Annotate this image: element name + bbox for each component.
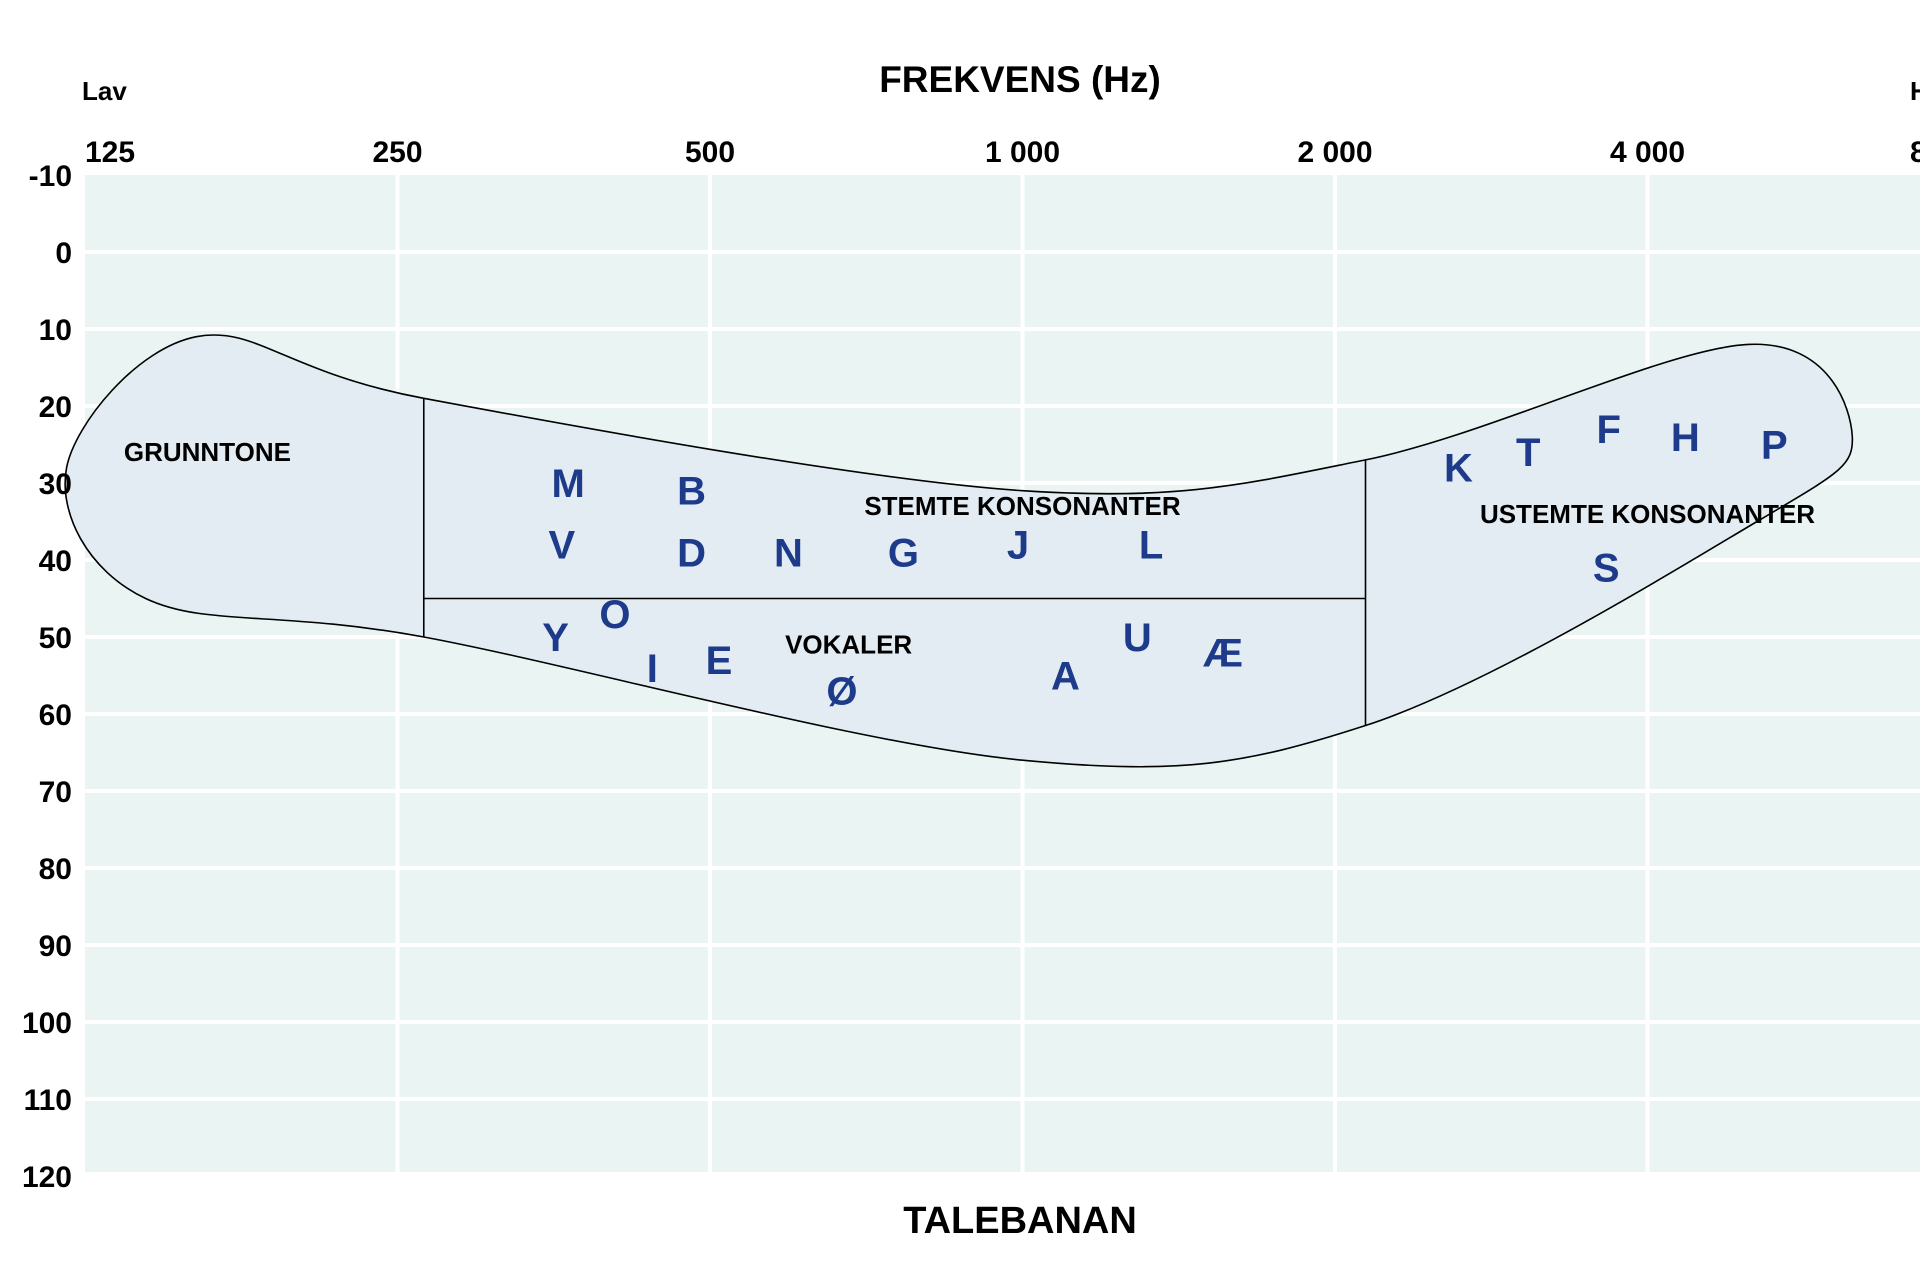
y-tick-label: 60 <box>39 699 72 732</box>
sound-letter: E <box>706 639 733 683</box>
y-tick-label: 50 <box>39 622 72 655</box>
y-tick-labels: -10 0 10 20 30 40 50 60 70 80 90 100 110 120 <box>22 160 72 1194</box>
x-tick-label: 500 <box>685 136 735 169</box>
chart-title: FREKVENS (Hz) <box>879 59 1161 100</box>
region-label: USTEMTE KONSONANTER <box>1480 499 1815 529</box>
y-tick-label: 90 <box>39 930 72 963</box>
chart-subtitle: TALEBANAN <box>903 1200 1137 1242</box>
y-tick-label: 30 <box>39 468 72 501</box>
speech-banana <box>64 334 1854 768</box>
region-label: GRUNNTONE <box>124 437 291 467</box>
sound-letter: H <box>1671 416 1700 460</box>
sound-letter: S <box>1593 547 1620 591</box>
sound-letter: Æ <box>1203 631 1243 675</box>
x-tick-labels: 125 250 500 1 000 2 000 4 000 8 <box>85 136 1920 169</box>
sound-letter: U <box>1123 616 1152 660</box>
region-label: VOKALER <box>785 630 912 660</box>
sound-letter: Y <box>542 616 569 660</box>
sound-letter: A <box>1051 655 1080 699</box>
sound-letter: K <box>1444 447 1473 491</box>
y-tick-label: 20 <box>39 391 72 424</box>
sound-letter: T <box>1516 431 1540 475</box>
x-tick-label: 1 000 <box>985 136 1060 169</box>
sound-letter: Ø <box>826 670 857 714</box>
sound-letter: F <box>1596 408 1620 452</box>
x-tick-label: 8 <box>1910 136 1920 169</box>
banana-outline <box>64 334 1854 768</box>
sound-letter: P <box>1761 424 1788 468</box>
y-tick-label: 80 <box>39 853 72 886</box>
sound-letters: M B V D N G J L OY I E Ø AU Æ K T F H P S <box>542 408 1787 714</box>
sound-letter: J <box>1007 524 1029 568</box>
sound-letter: L <box>1139 524 1163 568</box>
x-tick-label: 4 000 <box>1610 136 1685 169</box>
sound-letter: V <box>549 524 576 568</box>
high-frequency-label: H <box>1910 76 1920 106</box>
y-tick-label: -10 <box>29 160 72 193</box>
sound-letter: N <box>774 531 803 575</box>
y-tick-label: 100 <box>22 1007 72 1040</box>
sound-letter: O <box>599 593 630 637</box>
sound-letter: D <box>677 531 706 575</box>
y-tick-label: 70 <box>39 776 72 809</box>
x-tick-label: 2 000 <box>1297 136 1372 169</box>
y-tick-label: 40 <box>39 545 72 578</box>
y-tick-label: 0 <box>55 237 72 270</box>
y-tick-label: 10 <box>39 314 72 347</box>
region-label: STEMTE KONSONANTER <box>864 491 1181 521</box>
y-tick-label: 110 <box>24 1084 72 1117</box>
region-labels: GRUNNTONE STEMTE KONSONANTER VOKALER USTEMT… <box>124 437 1815 660</box>
x-tick-label: 250 <box>372 136 422 169</box>
y-tick-label: 120 <box>22 1161 72 1194</box>
sound-letter: M <box>551 462 584 506</box>
x-tick-label: 125 <box>85 136 135 169</box>
sound-letter: G <box>888 531 919 575</box>
sound-letter: B <box>677 470 706 514</box>
sound-letter: I <box>647 647 658 691</box>
low-frequency-label: Lav <box>82 76 127 106</box>
